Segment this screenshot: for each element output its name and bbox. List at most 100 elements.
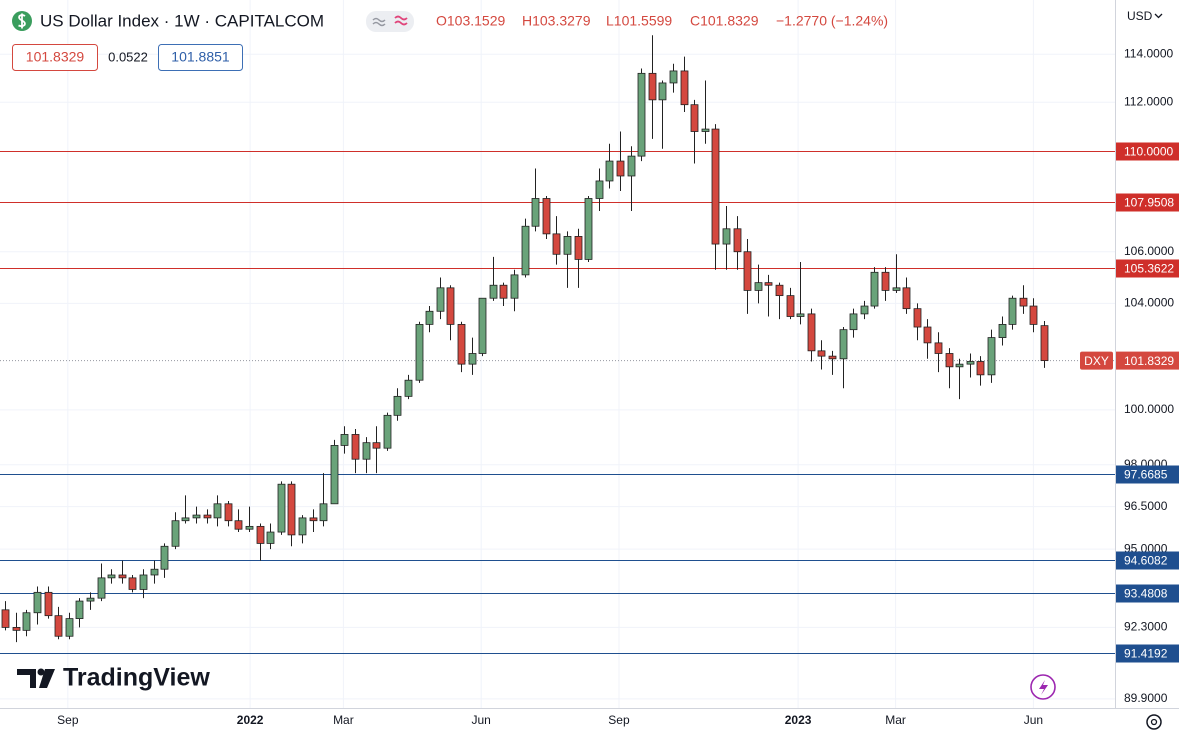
level-label: 91.4192 [1124, 647, 1168, 661]
candle-body [605, 160, 614, 182]
candle-body [998, 323, 1007, 338]
candle-body [75, 600, 84, 619]
candle-body [923, 326, 932, 344]
candle-body [658, 82, 667, 101]
candle-body [711, 128, 720, 245]
levels [0, 151, 1115, 654]
candle-body [807, 313, 816, 352]
events-glyph [1039, 680, 1048, 695]
candle-body [128, 577, 137, 590]
candle-body [1, 609, 10, 628]
logo-mark [37, 668, 45, 676]
candle-body [574, 236, 583, 260]
candle-body [160, 545, 169, 570]
toggle-icon [394, 15, 408, 26]
candle-body [181, 517, 190, 522]
level-label-bg [1116, 193, 1179, 212]
y-tick-label: 89.9000 [1124, 691, 1168, 705]
candle-body [531, 198, 540, 227]
currency[interactable]: USD [1127, 9, 1153, 23]
candle-body [12, 627, 21, 631]
candle-body [849, 313, 858, 331]
candle-body [902, 287, 911, 310]
candle-body [616, 160, 625, 177]
candle-body [22, 612, 31, 631]
candle-body [870, 271, 879, 307]
candle-body [934, 342, 943, 354]
ohlc-legend: O103.1529 H103.3279 L101.5599 C101.8329 −1.2… [436, 13, 888, 29]
candle-body [150, 568, 159, 576]
candle-body [510, 274, 519, 299]
currency-caret [1154, 13, 1163, 19]
level-label-bg [1116, 584, 1179, 603]
x-tick-label: Mar [885, 713, 906, 727]
candle-body [796, 313, 805, 317]
y-tick-label: 112.0000 [1124, 94, 1173, 108]
candle-body [987, 337, 996, 376]
candle-body [1019, 297, 1028, 307]
candle-body [298, 517, 307, 536]
candle-body [139, 574, 148, 590]
candle-body [1029, 305, 1038, 325]
y-tick-label: 104.0000 [1124, 296, 1174, 310]
candle-body [213, 503, 222, 519]
toggle-icon [372, 17, 386, 27]
candle-body [892, 287, 901, 291]
level-label: 93.4808 [1124, 587, 1168, 601]
candle-body [351, 434, 360, 460]
logo-mark [39, 669, 55, 688]
level-label-bg [1116, 142, 1179, 161]
candle-body [743, 251, 752, 291]
candle-body [839, 329, 848, 360]
y-tick-label: 106.0000 [1124, 244, 1174, 258]
symbol-icon-glyph [18, 13, 26, 29]
candle-body [425, 310, 434, 325]
chart-title[interactable]: US Dollar Index · 1W · CAPITALCOM [40, 11, 324, 30]
x-tick-label: Sep [608, 713, 630, 727]
candle-body [552, 233, 561, 255]
candle-body [415, 323, 424, 381]
candle-body [107, 574, 116, 579]
candle-body [542, 198, 551, 235]
logo-mark [17, 669, 36, 688]
y-tick-label: 96.5000 [1124, 499, 1168, 513]
buy-price: 101.8851 [171, 49, 230, 65]
candle-body [669, 70, 678, 84]
level-label: 94.6082 [1124, 554, 1168, 568]
candle-body [33, 591, 42, 614]
sell-box[interactable] [12, 44, 98, 71]
candle-body [976, 361, 985, 376]
candle-body [764, 282, 773, 286]
y-tick-label: 114.0000 [1124, 46, 1173, 60]
settings-icon[interactable] [1146, 714, 1162, 730]
candle-body [65, 618, 74, 637]
y-tick-label: 100.0000 [1124, 402, 1174, 416]
buy-box[interactable] [158, 44, 243, 71]
candle-body [224, 503, 233, 522]
last-price-label-bg [1116, 351, 1179, 370]
candle-body [245, 525, 254, 530]
candle-body [118, 574, 127, 579]
candles [1, 35, 1049, 643]
x-tick-label: Mar [333, 713, 354, 727]
last-price-label: 101.8329 [1124, 354, 1174, 368]
candle-body [489, 284, 498, 299]
candle-body [478, 297, 487, 354]
candle-body [97, 577, 106, 599]
x-tick-label: 2022 [237, 713, 264, 727]
candle-body [192, 514, 201, 519]
candle-body [648, 72, 657, 101]
sell-price: 101.8329 [26, 49, 85, 65]
spread: 0.0522 [108, 49, 148, 64]
compare-toggle[interactable] [366, 11, 414, 32]
candle-body [234, 520, 243, 530]
candle-body [722, 228, 731, 245]
candle-body [44, 591, 53, 617]
candle-body [733, 228, 742, 253]
candle-body [966, 361, 975, 365]
candle-body [277, 483, 286, 533]
candle-body [86, 597, 95, 602]
settings-icon [1150, 718, 1158, 726]
watermark: TradingView [63, 664, 210, 692]
candle-body [775, 284, 784, 297]
